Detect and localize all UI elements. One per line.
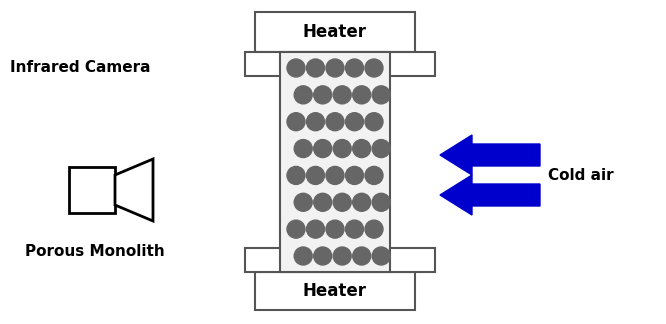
Circle shape [326,220,344,238]
Circle shape [326,167,344,184]
Circle shape [353,86,371,104]
Text: Heater: Heater [303,23,367,41]
Circle shape [326,59,344,77]
Circle shape [365,113,383,131]
Circle shape [294,247,312,265]
Polygon shape [115,159,153,221]
Circle shape [314,86,332,104]
Circle shape [287,220,305,238]
Bar [245,52,435,76]
Text: Porous Monolith: Porous Monolith [25,245,165,260]
Circle shape [372,193,390,211]
Circle shape [346,59,364,77]
Bar [280,52,390,272]
Bar [69,167,115,213]
Circle shape [372,140,390,157]
Circle shape [346,167,364,184]
Circle shape [326,113,344,131]
Circle shape [294,86,312,104]
Circle shape [333,193,351,211]
Circle shape [294,193,312,211]
Circle shape [306,59,324,77]
Circle shape [346,113,364,131]
Bar [255,272,415,310]
Circle shape [346,220,364,238]
Circle shape [372,247,390,265]
Circle shape [333,86,351,104]
Circle shape [287,59,305,77]
Circle shape [365,59,383,77]
Circle shape [314,193,332,211]
Circle shape [306,113,324,131]
Circle shape [294,140,312,157]
Circle shape [314,247,332,265]
Circle shape [333,140,351,157]
Circle shape [287,167,305,184]
Circle shape [306,220,324,238]
Polygon shape [440,175,540,215]
Circle shape [314,140,332,157]
Text: Cold air: Cold air [548,168,613,182]
Bar [245,248,435,272]
Bar [255,12,415,52]
Circle shape [372,86,390,104]
Circle shape [353,247,371,265]
Circle shape [353,193,371,211]
Circle shape [353,140,371,157]
Circle shape [287,113,305,131]
Polygon shape [440,135,540,175]
Circle shape [306,167,324,184]
Text: Infrared Camera: Infrared Camera [10,61,151,75]
Circle shape [333,247,351,265]
Text: Heater: Heater [303,282,367,300]
Circle shape [365,167,383,184]
Circle shape [365,220,383,238]
